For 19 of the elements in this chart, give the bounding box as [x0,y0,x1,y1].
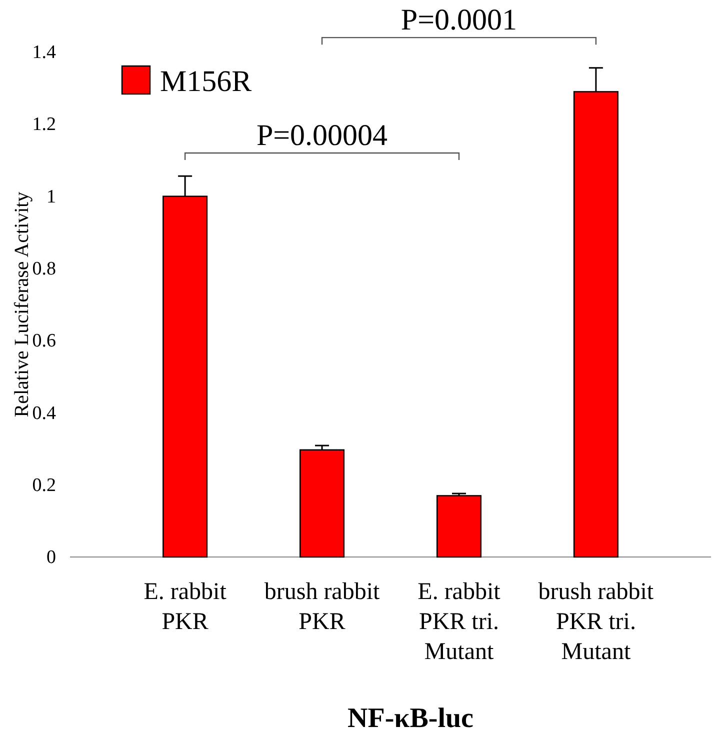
x-tick-label: brush rabbit PKR tri. Mutant [538,579,654,665]
x-tick-label: E. rabbit PKR tri. Mutant [418,579,501,665]
x-axis-title: NF-κB-luc [348,703,474,734]
y-tick-label: 1.2 [32,114,56,136]
y-axis-title: Relative Luciferase Activity [11,192,33,418]
y-tick-label: 0.4 [32,402,56,424]
y-tick-label: 0.6 [32,330,56,352]
y-tick-label: 1.4 [32,42,56,64]
text: P=0.0001 [400,4,518,37]
bar [436,495,482,558]
y-tick-label: 0 [46,547,56,568]
x-tick-label: brush rabbit PKR [264,579,380,635]
y-tick-label: 1 [46,186,56,208]
legend-label: M156R [160,65,252,98]
x-tick-label: E. rabbit PKR [144,579,227,635]
annotation: P=0.00004 [256,119,388,152]
y-tick-label: 0.8 [32,258,56,280]
bar [300,449,345,558]
y-tick-label: 0.2 [32,474,56,496]
